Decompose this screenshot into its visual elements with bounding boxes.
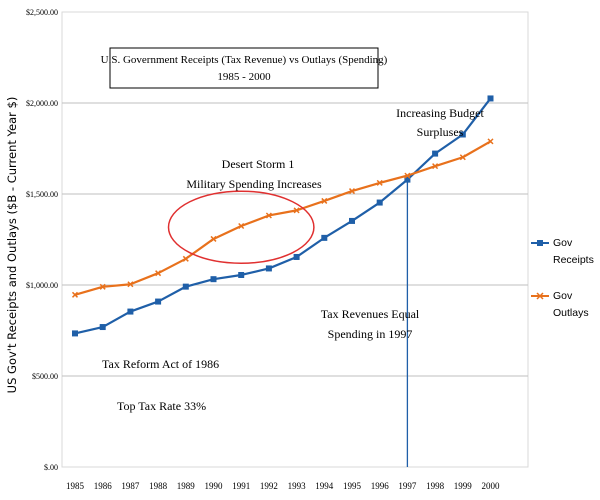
data-point-outlays <box>293 207 300 214</box>
legend-receipts-marker <box>537 240 543 246</box>
data-point-outlays <box>321 197 328 204</box>
legend-item-outlays: Gov Outlays <box>531 290 589 319</box>
x-tick-label: 1992 <box>260 481 278 491</box>
x-tick-label: 1990 <box>205 481 224 491</box>
data-point-receipts <box>155 298 162 305</box>
series-group <box>71 95 494 337</box>
y-tick-label: $500.00 <box>32 372 58 381</box>
data-point-receipts <box>210 276 217 283</box>
y-tick-label: $1,500.00 <box>26 190 58 199</box>
y-tick-label: $.00 <box>44 463 58 472</box>
data-point-outlays <box>238 223 245 230</box>
x-tick-label: 1987 <box>121 481 140 491</box>
x-tick-label: 1989 <box>177 481 196 491</box>
legend-item-receipts: Gov Receipts <box>531 237 594 266</box>
annotation-surplus-line1: Increasing Budget <box>396 106 484 120</box>
data-point-receipts <box>404 176 411 183</box>
data-point-receipts <box>293 253 300 260</box>
y-tick-label: $1,000.00 <box>26 281 58 290</box>
data-point-receipts <box>72 330 78 337</box>
x-tick-label: 1994 <box>315 481 334 491</box>
title-box <box>109 47 379 89</box>
x-tick-label: 1988 <box>149 481 168 491</box>
annotation-surplus-line2: Surpluses <box>417 125 464 139</box>
x-tick-label: 1993 <box>288 481 307 491</box>
chart-title-line2: 1985 - 2000 <box>217 71 271 83</box>
desert-storm-circle <box>167 190 315 264</box>
data-point-receipts <box>487 95 494 102</box>
annotation-desert-storm-line2: Military Spending Increases <box>186 177 322 191</box>
annotation-desert-storm-line1: Desert Storm 1 <box>222 157 295 171</box>
annotation-equal-line2: Spending in 1997 <box>328 327 413 341</box>
plot-frame <box>61 11 529 468</box>
data-point-outlays <box>155 270 162 277</box>
data-point-receipts <box>349 217 355 224</box>
data-point-outlays <box>348 188 356 195</box>
x-tick-label: 1999 <box>454 481 473 491</box>
legend: Gov Receipts Gov Outlays <box>531 237 594 319</box>
data-point-outlays <box>459 154 466 161</box>
x-tick-label: 1985 <box>66 481 85 491</box>
y-tick-label: $2,500.00 <box>26 8 58 17</box>
annotation-top-rate: Top Tax Rate 33% <box>117 399 206 413</box>
data-point-receipts <box>432 150 439 157</box>
x-tick-label: 2000 <box>482 481 501 491</box>
data-point-outlays <box>376 179 383 186</box>
data-point-outlays <box>99 283 106 290</box>
data-point-outlays <box>71 291 79 298</box>
x-tick-label: 1995 <box>343 481 362 491</box>
data-point-outlays <box>487 138 494 145</box>
annotation-tax-reform: Tax Reform Act of 1986 <box>102 357 219 371</box>
legend-outlays-marker <box>536 292 544 300</box>
x-tick-label: 1996 <box>371 481 390 491</box>
data-point-receipts <box>265 265 272 272</box>
data-point-outlays <box>404 172 411 179</box>
data-point-outlays <box>210 235 217 242</box>
data-point-receipts <box>99 324 106 331</box>
data-point-receipts <box>376 199 383 206</box>
data-point-outlays <box>265 212 272 219</box>
x-tick-label: 1991 <box>232 481 250 491</box>
data-point-outlays <box>127 281 134 288</box>
x-tick-label: 1997 <box>398 481 417 491</box>
data-point-receipts <box>238 271 245 278</box>
y-tick-label: $2,000.00 <box>26 99 58 108</box>
data-point-receipts <box>182 283 189 290</box>
grid-lines <box>62 102 528 377</box>
series-line-1 <box>74 140 492 296</box>
legend-receipts-label-line1: Gov <box>553 237 573 249</box>
x-tick-label: 1998 <box>426 481 445 491</box>
y-axis-ticks: $.00 $500.00 $1,000.00 $1,500.00 $2,000.00 $2… <box>26 8 58 472</box>
data-point-outlays <box>432 163 439 170</box>
data-point-outlays <box>182 255 189 262</box>
data-point-receipts <box>459 131 466 138</box>
legend-outlays-label-line1: Gov <box>553 290 573 302</box>
legend-outlays-label-line2: Outlays <box>553 307 589 319</box>
series-line-0 <box>74 97 492 335</box>
data-point-receipts <box>127 308 134 315</box>
legend-receipts-label-line2: Receipts <box>553 254 594 266</box>
y-axis-label: US Gov't Receipts and Outlays ($B - Curr… <box>5 97 19 394</box>
x-tick-label: 1986 <box>94 481 113 491</box>
annotation-equal-line1: Tax Revenues Equal <box>321 307 420 321</box>
data-point-receipts <box>321 234 328 241</box>
chart-title-line1: U.S. Government Receipts (Tax Revenue) v… <box>101 54 388 66</box>
x-axis-ticks: 1985 1986 1987 1988 1989 1990 1991 1992 1993 1994… <box>66 481 500 491</box>
